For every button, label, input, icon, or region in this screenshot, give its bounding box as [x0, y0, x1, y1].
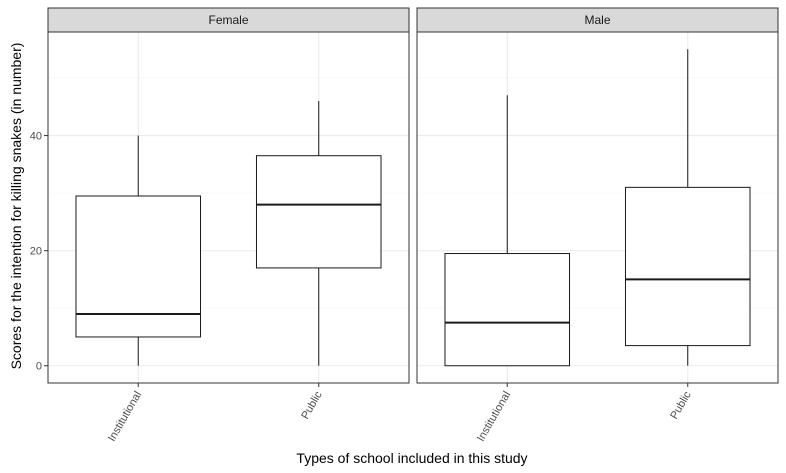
- box-public: [255, 101, 382, 366]
- box-institutional: [444, 95, 571, 367]
- y-tick-label: 40: [30, 131, 42, 143]
- facet-strip-label: Male: [584, 13, 610, 27]
- facet-strip: [47, 7, 410, 33]
- panel-border: [47, 31, 410, 384]
- box-iqr: [624, 186, 751, 347]
- box-iqr: [255, 155, 382, 269]
- y-axis-title: Scores for the intention for killing sna…: [8, 43, 24, 370]
- y-tick-label: 20: [30, 246, 42, 258]
- y-tick-label: 0: [36, 361, 42, 373]
- facet-strip-label: Female: [208, 13, 248, 27]
- x-tick-label: Institutional: [106, 389, 144, 443]
- panel-border: [416, 31, 779, 384]
- box-institutional: [75, 135, 202, 366]
- facet-panels: Female Institutional Public 0 20 40 Male Instit…: [30, 7, 779, 444]
- x-axis-title: Types of school included in this study: [296, 450, 527, 466]
- x-tick-label: Institutional: [475, 389, 513, 443]
- box-iqr: [75, 195, 202, 338]
- x-tick-label: Public: [299, 389, 325, 421]
- x-tick-label: Public: [668, 389, 694, 421]
- box-iqr: [444, 253, 571, 367]
- facet-strip: [416, 7, 779, 33]
- box-public: [624, 49, 751, 366]
